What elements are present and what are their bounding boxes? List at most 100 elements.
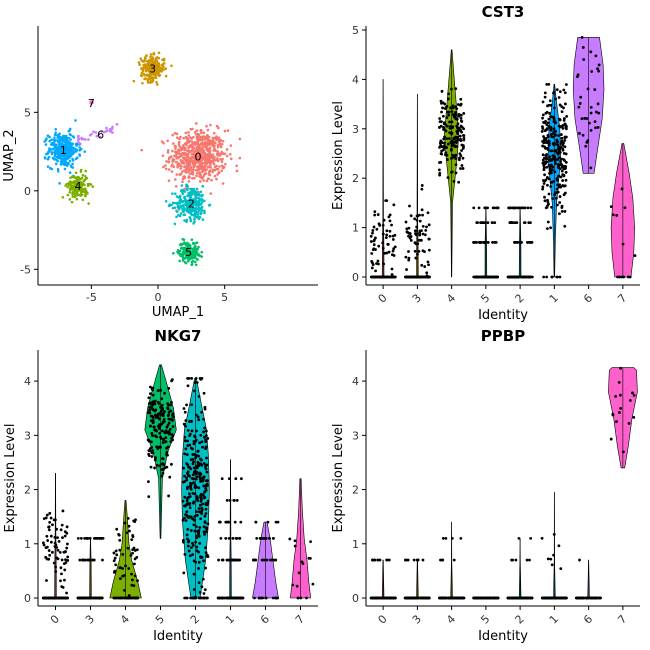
umap-point-cluster-4 [73, 185, 77, 189]
umap-point-cluster-0 [182, 169, 186, 172]
violin-point [447, 92, 450, 96]
violin-point [189, 515, 193, 519]
umap-point-cluster-1 [78, 154, 82, 157]
violin-point [557, 147, 560, 151]
umap-point-cluster-1 [66, 155, 70, 159]
umap-point-cluster-1 [61, 151, 65, 155]
violin-point [136, 579, 139, 583]
umap-point-cluster-0 [195, 122, 198, 125]
x-tick-label: 1 [223, 612, 237, 626]
x-tick-label: 7 [615, 291, 629, 305]
umap-point-cluster-0 [187, 134, 190, 137]
violin-1 [540, 82, 569, 279]
umap-point-cluster-2 [181, 190, 184, 194]
violin-point [165, 446, 168, 450]
umap-point-cluster-2 [194, 207, 198, 210]
violin-point [513, 241, 516, 244]
violin-point [190, 377, 194, 380]
umap-point-cluster-4 [71, 181, 74, 184]
violin-point [198, 591, 202, 594]
umap-point-cluster-2 [187, 191, 190, 195]
violin-point [204, 434, 208, 437]
violin-point [545, 165, 549, 169]
violin-point [58, 550, 62, 554]
umap-point-cluster-3 [137, 61, 141, 64]
violin-point [188, 420, 191, 423]
violin-point [416, 596, 420, 600]
umap-point-cluster-0 [218, 142, 222, 145]
violin-point [97, 536, 101, 540]
umap-point-cluster-5 [184, 261, 188, 265]
violin-point [440, 149, 444, 153]
violin-point [441, 106, 444, 110]
violin-point [235, 499, 239, 502]
umap-point-cluster-0 [204, 172, 208, 175]
y-tick-label: 0 [352, 592, 359, 605]
violin-point [123, 588, 126, 592]
umap-point-cluster-0 [199, 152, 203, 156]
violin-point [370, 266, 374, 270]
violin-point [615, 420, 618, 423]
umap-point-cluster-0 [204, 157, 208, 160]
violin-point [594, 54, 598, 58]
violin-point [53, 535, 57, 539]
umap-point-cluster-0 [217, 170, 221, 174]
violin-point [156, 389, 160, 392]
umap-point-cluster-0 [164, 167, 168, 171]
violin-point [439, 596, 443, 600]
umap-point-cluster-0 [229, 157, 233, 161]
violin-point [147, 495, 151, 499]
violin-point [460, 596, 463, 600]
violin-point [589, 50, 593, 54]
umap-point-cluster-3 [155, 56, 159, 59]
violin-point [455, 135, 459, 139]
umap-point-cluster-0 [218, 165, 221, 168]
violin-point [187, 377, 191, 380]
umap-point-cluster-5 [179, 242, 183, 246]
violin-point [392, 254, 396, 257]
violin-point [450, 170, 453, 174]
umap-point-cluster-1 [74, 119, 77, 122]
violin-point [133, 562, 136, 566]
violin-point [186, 544, 190, 548]
violin-point [85, 536, 89, 540]
umap-point-cluster-2 [203, 199, 206, 203]
umap-point-cluster-0 [229, 144, 233, 147]
umap-point-cluster-2 [200, 198, 204, 201]
y-tick-label: 0 [24, 592, 31, 605]
umap-point-cluster-0 [186, 153, 190, 157]
umap-point-cluster-5 [191, 252, 194, 256]
violin-point [554, 133, 557, 137]
violin-point [91, 596, 95, 600]
umap-point-cluster-1 [62, 135, 65, 139]
umap-point-cluster-4 [65, 182, 69, 186]
umap-point-cluster-2 [180, 204, 184, 208]
violin-point [205, 470, 209, 474]
violin-point [146, 411, 150, 415]
violin-point [528, 558, 531, 562]
violin-point [194, 477, 198, 481]
umap-point-cluster-3 [163, 68, 166, 71]
violin-0 [369, 79, 397, 279]
violin-point [123, 596, 127, 600]
umap-point-cluster-0 [221, 157, 224, 161]
violin-point [171, 425, 175, 428]
umap-point-cluster-1 [78, 146, 81, 149]
violin-point [201, 502, 205, 506]
violin-point [225, 558, 229, 562]
umap-point-cluster-0 [215, 135, 218, 138]
umap-point-cluster-2 [193, 217, 196, 221]
violin-point [496, 596, 500, 600]
violin-point [228, 499, 232, 502]
umap-point-cluster-3 [149, 55, 152, 59]
violin-point [559, 185, 563, 189]
violin-point [63, 578, 66, 582]
violin-point [204, 479, 208, 483]
violin-point [529, 221, 532, 225]
violin-point [203, 588, 207, 592]
umap-point-cluster-0 [189, 143, 193, 147]
violin-point [492, 275, 496, 279]
umap-point-cluster-5 [191, 259, 195, 263]
violin-point [115, 553, 119, 557]
violin-point [510, 221, 514, 225]
